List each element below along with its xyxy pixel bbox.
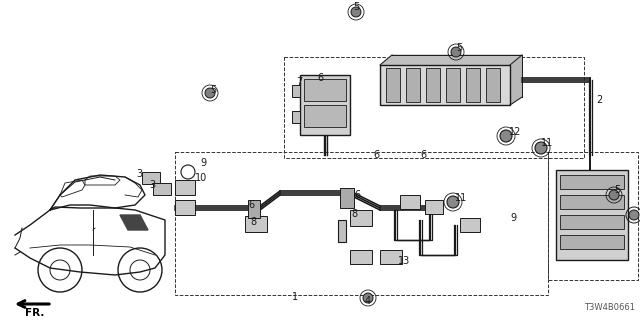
Polygon shape <box>380 55 522 65</box>
Circle shape <box>351 7 361 17</box>
Text: T3W4B0661: T3W4B0661 <box>584 303 635 312</box>
Bar <box>380 65 510 105</box>
Text: 6: 6 <box>354 190 360 200</box>
Text: 11: 11 <box>541 138 553 148</box>
Circle shape <box>205 88 215 98</box>
Text: FR.: FR. <box>26 308 45 318</box>
Bar <box>175 152 548 295</box>
Text: 7: 7 <box>296 77 302 87</box>
Text: 6: 6 <box>420 150 426 160</box>
Bar <box>304 105 346 127</box>
Bar <box>340 188 354 208</box>
Text: 6: 6 <box>317 73 323 83</box>
Bar <box>245 216 267 232</box>
Text: 4: 4 <box>365 296 371 306</box>
Circle shape <box>447 196 459 208</box>
Bar <box>350 210 372 226</box>
Bar <box>556 170 628 260</box>
Bar <box>466 68 480 102</box>
Bar <box>386 68 400 102</box>
Text: 10: 10 <box>195 173 207 183</box>
Bar <box>426 68 440 102</box>
Text: 13: 13 <box>398 256 410 266</box>
Text: 9: 9 <box>510 213 516 223</box>
Bar <box>175 200 195 215</box>
Bar <box>292 85 300 97</box>
Bar <box>446 68 460 102</box>
Text: 8: 8 <box>250 217 256 227</box>
Text: 1: 1 <box>292 292 298 302</box>
Circle shape <box>609 190 619 200</box>
Text: 2: 2 <box>596 95 602 105</box>
Text: 12: 12 <box>509 127 522 137</box>
Text: 6: 6 <box>248 200 254 210</box>
Text: 5: 5 <box>210 85 216 95</box>
Circle shape <box>500 130 512 142</box>
Bar <box>338 220 346 242</box>
Text: 5: 5 <box>353 2 359 12</box>
Bar <box>380 250 402 264</box>
Polygon shape <box>120 215 148 230</box>
Circle shape <box>535 142 547 154</box>
Circle shape <box>629 210 639 220</box>
Bar <box>304 79 346 101</box>
Circle shape <box>363 293 373 303</box>
Bar <box>292 111 300 123</box>
Bar <box>560 215 624 229</box>
Bar <box>560 175 624 189</box>
Bar <box>175 180 195 195</box>
Bar <box>425 200 443 214</box>
Text: 9: 9 <box>200 158 206 168</box>
Bar <box>248 200 260 218</box>
Bar <box>548 152 638 280</box>
Bar <box>486 68 500 102</box>
Bar <box>560 235 624 249</box>
Bar <box>300 75 350 135</box>
Bar <box>560 195 624 209</box>
Text: 5: 5 <box>456 43 462 53</box>
Text: 8: 8 <box>351 209 357 219</box>
Bar <box>284 57 584 158</box>
Circle shape <box>451 47 461 57</box>
Text: 3: 3 <box>136 169 142 179</box>
Bar <box>406 68 420 102</box>
Text: 3: 3 <box>149 180 155 190</box>
Text: 6: 6 <box>373 150 379 160</box>
Bar <box>153 183 171 195</box>
Bar <box>142 172 160 184</box>
Bar <box>350 250 372 264</box>
Text: 5: 5 <box>614 185 620 195</box>
Text: 11: 11 <box>455 193 467 203</box>
Bar <box>460 218 480 232</box>
Bar <box>400 195 420 209</box>
Polygon shape <box>510 55 522 105</box>
